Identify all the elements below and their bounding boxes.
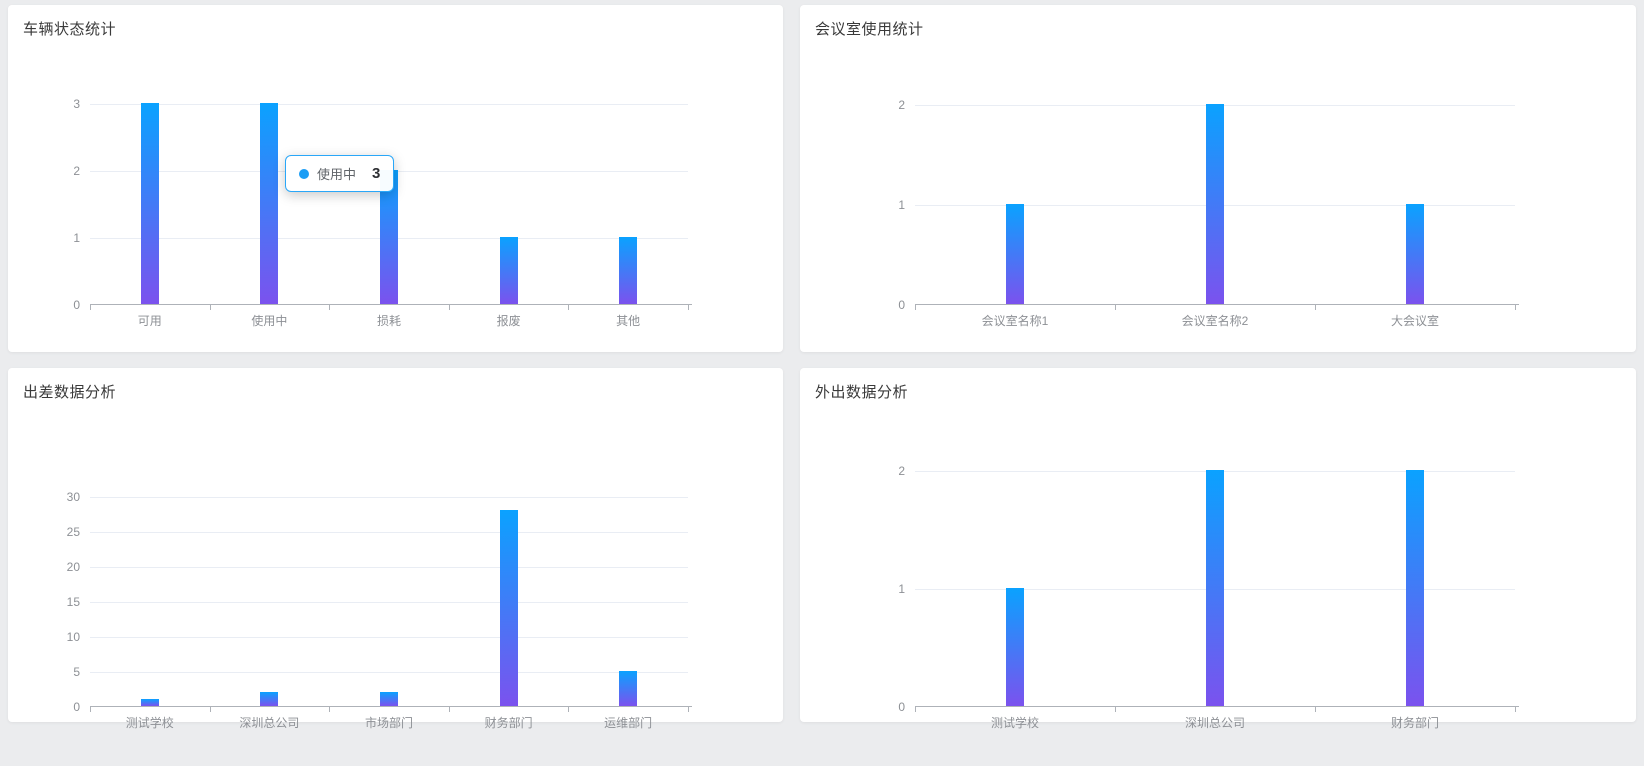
card-business-trip-analysis: 出差数据分析 0 5 10 15 20 25 30 测试学校 深圳总公司 市场部门 财务部门 运维部门 (8, 368, 783, 730)
y-axis-tick-label: 1 (73, 230, 80, 245)
x-axis-tick (329, 305, 331, 310)
x-axis-tick (90, 707, 91, 712)
chart-title: 车辆状态统计 (23, 21, 117, 38)
x-axis-category-label: 深圳总公司 (1184, 716, 1246, 730)
y-axis-tick-label: 15 (66, 595, 80, 609)
bar-市场部门[interactable] (380, 692, 398, 706)
bar-财务部门[interactable] (1406, 470, 1424, 706)
y-axis-tick-label: 0 (898, 298, 905, 312)
chart-title: 会议室使用统计 (815, 21, 924, 38)
business-trip-bar-chart[interactable]: 0 5 10 15 20 25 30 测试学校 深圳总公司 市场部门 财务部门 运维部门 (67, 491, 692, 730)
x-axis-line (90, 706, 692, 707)
x-axis-category-label: 可用 (137, 314, 162, 328)
bar-损耗[interactable] (380, 170, 398, 304)
x-axis-category-label: 深圳总公司 (239, 716, 300, 730)
x-axis-line (915, 304, 1519, 305)
x-axis-category-label: 报废 (496, 314, 521, 328)
x-axis-tick (209, 707, 211, 712)
chart-title: 外出数据分析 (815, 384, 909, 401)
x-axis-category-label: 测试学校 (990, 716, 1040, 730)
series-marker-dot-icon (299, 168, 309, 179)
chart-tooltip: 使用中 3 (285, 155, 395, 192)
card-outing-analysis: 外出数据分析 0 1 2 测试学校 深圳总公司 财务部门 (800, 368, 1636, 730)
y-axis-tick-label: 10 (66, 629, 80, 644)
y-axis-tick-label: 20 (66, 559, 80, 574)
x-axis-tick (1515, 305, 1516, 310)
x-axis-tick (1315, 707, 1316, 712)
x-axis-tick (915, 305, 916, 310)
x-axis-tick (90, 305, 91, 310)
y-axis-tick-label: 2 (73, 163, 80, 178)
bar-使用中[interactable] (260, 103, 279, 304)
tooltip-series-label: 使用中 (317, 167, 357, 182)
card-meeting-room-usage: 会议室使用统计 0 1 2 会议室名称1 会议室名称2 大会议室 (800, 5, 1636, 352)
meeting-room-bar-chart[interactable]: 0 1 2 会议室名称1 会议室名称2 大会议室 (898, 99, 1519, 328)
gridline (90, 636, 688, 638)
gridline (90, 566, 688, 568)
x-axis-tick (915, 707, 916, 712)
y-axis-tick-label: 3 (73, 97, 80, 111)
x-axis-tick (209, 305, 211, 310)
y-axis-tick-label: 1 (898, 198, 905, 212)
card-vehicle-status: 车辆状态统计 0 1 2 3 可用 使用中 损耗 报废 其他 使用中 3 (8, 5, 783, 352)
bar-深圳总公司[interactable] (1206, 470, 1224, 706)
x-axis-tick (1115, 707, 1116, 712)
y-axis-tick-label: 0 (73, 700, 80, 714)
x-axis-category-label: 使用中 (251, 314, 288, 328)
y-axis-tick-label: 2 (898, 464, 905, 478)
x-axis-category-label: 财务部门 (484, 716, 533, 730)
tooltip-value: 3 (372, 165, 381, 182)
x-axis-line (90, 304, 692, 305)
x-axis-category-label: 会议室名称1 (981, 314, 1049, 328)
bar-测试学校[interactable] (140, 699, 159, 706)
x-axis-category-label: 损耗 (376, 314, 402, 328)
bar-测试学校[interactable] (1005, 588, 1024, 706)
gridline (90, 531, 688, 533)
x-axis-tick (448, 305, 450, 310)
y-axis-tick-label: 2 (898, 98, 905, 112)
gridline (90, 104, 688, 105)
bar-其他[interactable] (619, 237, 638, 304)
x-axis-category-label: 会议室名称2 (1181, 314, 1249, 328)
x-axis-tick (568, 707, 570, 712)
outing-bar-chart[interactable]: 0 1 2 测试学校 深圳总公司 财务部门 (898, 465, 1519, 730)
x-axis-line (915, 706, 1519, 707)
x-axis-tick (1315, 305, 1316, 310)
y-axis-tick-label: 25 (66, 524, 80, 539)
bar-报废[interactable] (499, 237, 518, 304)
bar-会议室名称2[interactable] (1206, 104, 1224, 304)
bar-会议室名称1[interactable] (1005, 204, 1024, 304)
bar-深圳总公司[interactable] (260, 692, 279, 706)
x-axis-tick (688, 305, 689, 310)
y-axis-tick-label: 5 (73, 665, 80, 679)
chart-title: 出差数据分析 (23, 384, 117, 401)
bar-财务部门[interactable] (499, 510, 518, 706)
x-axis-category-label: 其他 (616, 314, 641, 328)
gridline (90, 602, 688, 603)
x-axis-category-label: 市场部门 (364, 716, 414, 730)
x-axis-tick (1515, 707, 1516, 712)
x-axis-tick (1115, 305, 1116, 310)
x-axis-category-label: 财务部门 (1390, 716, 1440, 730)
y-axis-tick-label: 30 (66, 490, 80, 504)
x-axis-tick (568, 305, 570, 310)
x-axis-tick (448, 707, 450, 712)
gridline (90, 672, 688, 673)
bar-大会议室[interactable] (1406, 204, 1424, 304)
y-axis-tick-label: 1 (898, 582, 905, 596)
gridline (90, 497, 688, 498)
x-axis-category-label: 运维部门 (604, 716, 653, 730)
x-axis-category-label: 测试学校 (125, 716, 174, 730)
x-axis-tick (329, 707, 331, 712)
x-axis-tick (688, 707, 689, 712)
y-axis-tick-label: 0 (898, 700, 905, 714)
bar-运维部门[interactable] (619, 671, 638, 706)
bar-可用[interactable] (140, 103, 159, 304)
vehicle-status-bar-chart[interactable]: 0 1 2 3 可用 使用中 损耗 报废 其他 (73, 98, 692, 328)
y-axis-tick-label: 0 (73, 298, 80, 312)
x-axis-category-label: 大会议室 (1390, 314, 1440, 328)
